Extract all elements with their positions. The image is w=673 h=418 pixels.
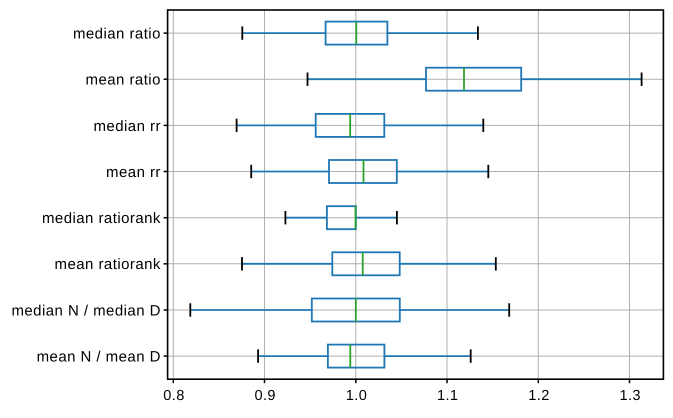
svg-text:median ratiorank: median ratiorank <box>42 210 161 227</box>
svg-text:1.1: 1.1 <box>437 388 459 404</box>
svg-text:median rr: median rr <box>93 118 160 135</box>
svg-text:1.3: 1.3 <box>619 388 641 404</box>
svg-text:mean N / mean D: mean N / mean D <box>37 349 161 366</box>
svg-text:mean rr: mean rr <box>106 164 161 181</box>
svg-text:1.0: 1.0 <box>346 388 368 404</box>
svg-text:1.2: 1.2 <box>528 388 550 404</box>
svg-text:mean ratiorank: mean ratiorank <box>55 256 161 273</box>
svg-text:median N / median D: median N / median D <box>11 302 160 319</box>
svg-text:mean ratio: mean ratio <box>86 72 161 89</box>
svg-text:0.8: 0.8 <box>163 388 185 404</box>
svg-text:0.9: 0.9 <box>254 388 276 404</box>
svg-text:median ratio: median ratio <box>73 26 161 43</box>
